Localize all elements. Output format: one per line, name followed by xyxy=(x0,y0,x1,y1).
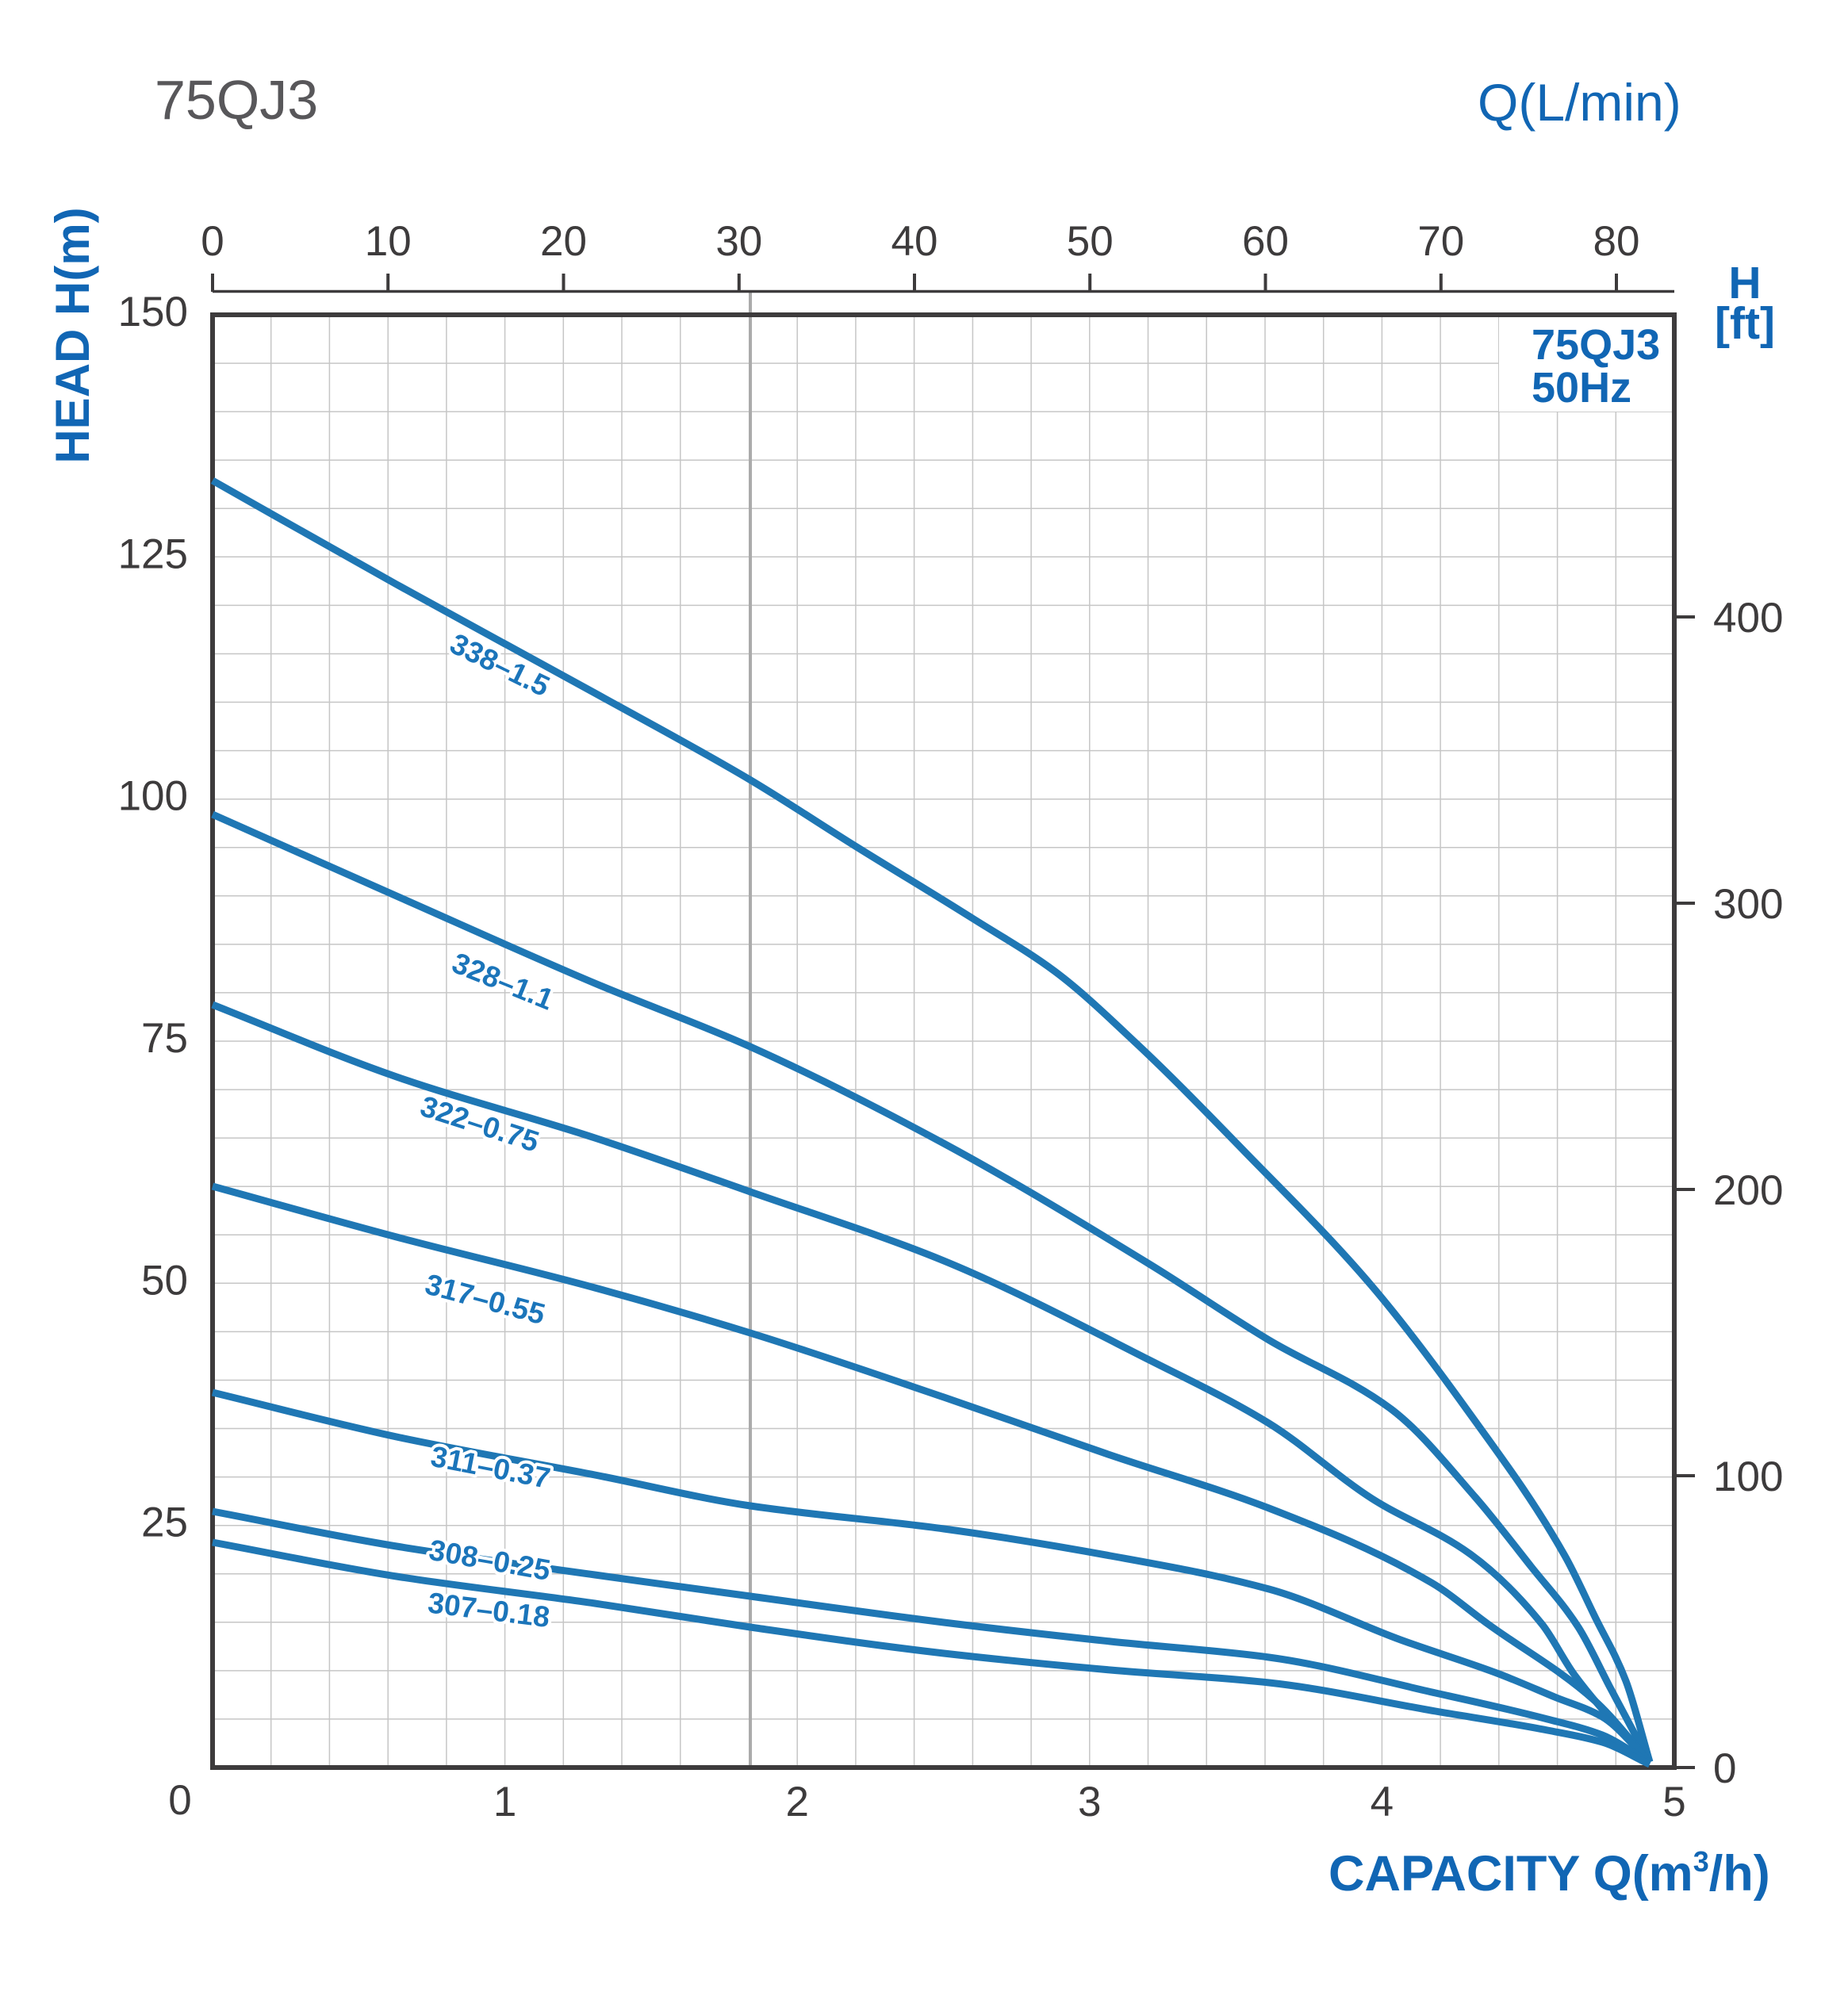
svg-text:100: 100 xyxy=(118,773,188,820)
svg-text:20: 20 xyxy=(540,218,587,265)
svg-text:150: 150 xyxy=(118,289,188,335)
svg-text:CAPACITY Q(m3/h): CAPACITY Q(m3/h) xyxy=(1328,1845,1770,1902)
svg-text:10: 10 xyxy=(365,218,412,265)
svg-text:308–0.25: 308–0.25 xyxy=(427,1534,553,1587)
svg-text:50: 50 xyxy=(141,1257,188,1304)
svg-text:H: H xyxy=(1728,258,1761,308)
svg-text:3: 3 xyxy=(1078,1779,1101,1825)
svg-text:300: 300 xyxy=(1713,881,1783,928)
svg-text:[ft]: [ft] xyxy=(1715,298,1775,349)
svg-text:75: 75 xyxy=(141,1015,188,1062)
svg-text:30: 30 xyxy=(715,218,762,265)
svg-text:1: 1 xyxy=(493,1779,516,1825)
svg-text:75QJ3: 75QJ3 xyxy=(1532,321,1660,369)
svg-text:80: 80 xyxy=(1593,218,1640,265)
svg-text:0: 0 xyxy=(201,218,224,265)
svg-text:2: 2 xyxy=(785,1779,808,1825)
svg-text:200: 200 xyxy=(1713,1167,1783,1214)
svg-text:100: 100 xyxy=(1713,1454,1783,1500)
svg-text:40: 40 xyxy=(891,218,938,265)
svg-text:75QJ3: 75QJ3 xyxy=(155,69,318,131)
svg-text:25: 25 xyxy=(141,1500,188,1546)
svg-text:60: 60 xyxy=(1242,218,1289,265)
svg-text:5: 5 xyxy=(1662,1779,1685,1825)
svg-text:50Hz: 50Hz xyxy=(1532,364,1631,412)
svg-text:HEAD H(m): HEAD H(m) xyxy=(46,207,99,463)
svg-text:317–0.55: 317–0.55 xyxy=(422,1268,549,1331)
svg-text:70: 70 xyxy=(1417,218,1464,265)
svg-text:50: 50 xyxy=(1067,218,1114,265)
svg-text:Q(L/min): Q(L/min) xyxy=(1478,73,1681,132)
svg-text:400: 400 xyxy=(1713,595,1783,642)
svg-text:4: 4 xyxy=(1371,1779,1394,1825)
svg-text:125: 125 xyxy=(118,530,188,577)
svg-text:0: 0 xyxy=(168,1777,191,1824)
svg-text:0: 0 xyxy=(1713,1745,1736,1792)
